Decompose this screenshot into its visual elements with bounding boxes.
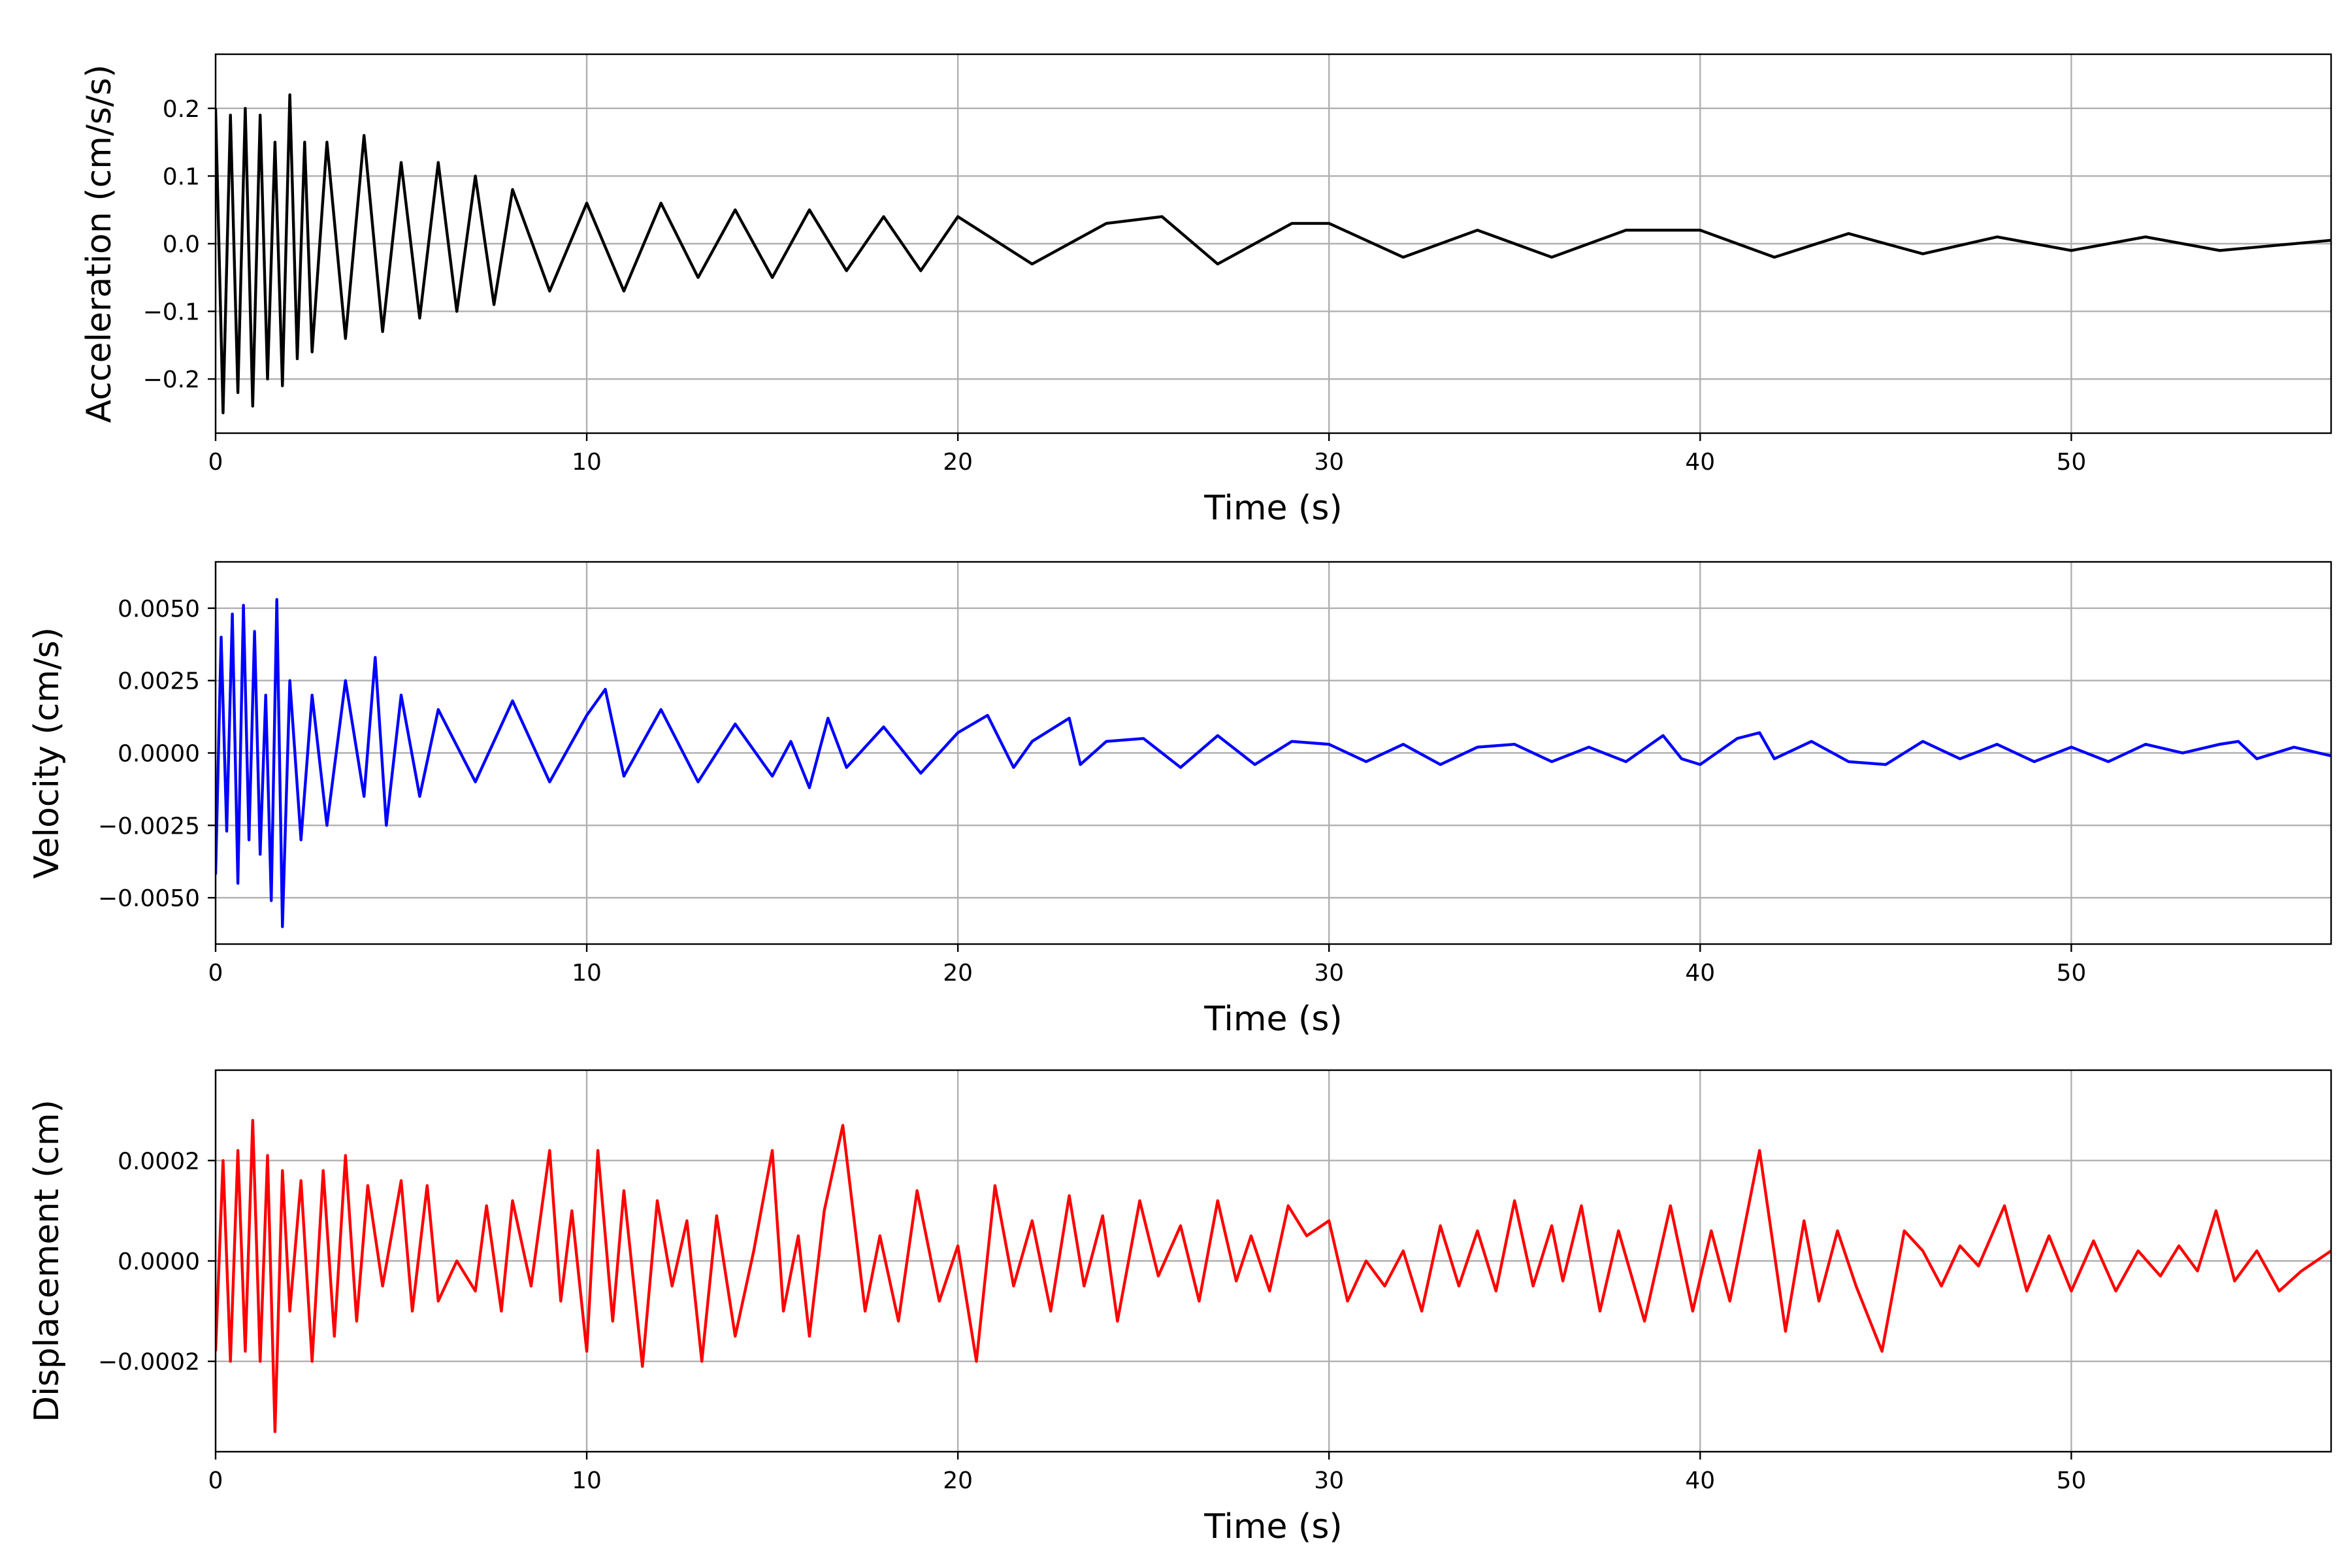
velocity-plot-area xyxy=(216,598,2331,928)
velocity-x-ticks: 0 10 20 30 40 50 xyxy=(208,944,2086,987)
velocity-y-tick-label-1: −0.0025 xyxy=(98,813,200,840)
velocity-y-tick-label-3: 0.0025 xyxy=(118,668,200,695)
displacement-x-tick-label-2: 20 xyxy=(943,1467,973,1494)
displacement-line xyxy=(216,1119,2331,1433)
velocity-y-axis-label: Velocity (cm/s) xyxy=(27,627,67,879)
acceleration-grid xyxy=(214,54,2331,433)
acceleration-x-tick-label-4: 40 xyxy=(1685,449,1715,476)
displacement-x-axis-label: Time (s) xyxy=(1203,1507,1342,1546)
velocity-x-axis-label: Time (s) xyxy=(1203,1000,1342,1039)
displacement-y-ticks: −0.0002 0.0000 0.0002 xyxy=(98,1148,216,1376)
displacement-panel: 0 10 20 30 40 50 −0.0002 0.0000 0.0002 Time (s)… xyxy=(27,1069,2332,1546)
acceleration-x-tick-label-5: 50 xyxy=(2056,449,2086,476)
displacement-grid xyxy=(214,1070,2331,1452)
acceleration-x-axis-label: Time (s) xyxy=(1203,489,1342,528)
acceleration-x-tick-label-0: 0 xyxy=(208,449,223,476)
acceleration-x-tick-label-1: 10 xyxy=(572,449,602,476)
acceleration-y-tick-label-4: 0.2 xyxy=(163,96,200,123)
acceleration-y-tick-label-3: 0.1 xyxy=(163,163,200,190)
acceleration-plot-area xyxy=(216,93,2331,415)
velocity-x-tick-label-3: 30 xyxy=(1314,960,1344,987)
acceleration-x-tick-label-3: 30 xyxy=(1314,449,1344,476)
acceleration-x-tick-label-2: 20 xyxy=(943,449,973,476)
velocity-x-tick-label-5: 50 xyxy=(2056,960,2086,987)
displacement-y-axis-label: Displacement (cm) xyxy=(27,1100,67,1422)
acceleration-line xyxy=(216,93,2331,415)
velocity-panel: 0 10 20 30 40 50 −0.0050 −0.0025 0.0000 0.0025 0.… xyxy=(27,561,2332,1039)
velocity-y-tick-label-4: 0.0050 xyxy=(118,596,200,623)
velocity-x-tick-label-1: 10 xyxy=(572,960,602,987)
acceleration-y-tick-label-1: −0.1 xyxy=(143,299,200,326)
displacement-x-ticks: 0 10 20 30 40 50 xyxy=(208,1452,2086,1494)
velocity-x-tick-label-4: 40 xyxy=(1685,960,1715,987)
velocity-x-tick-label-0: 0 xyxy=(208,960,223,987)
displacement-x-tick-label-1: 10 xyxy=(572,1467,602,1494)
acceleration-panel: 0 10 20 30 40 50 −0.2 −0.1 0.0 0.1 0.2 Time (s) A… xyxy=(80,53,2332,528)
velocity-grid xyxy=(214,562,2331,944)
acceleration-x-ticks: 0 10 20 30 40 50 xyxy=(208,433,2086,476)
displacement-y-tick-label-0: −0.0002 xyxy=(98,1349,200,1376)
acceleration-y-tick-label-0: −0.2 xyxy=(143,367,200,393)
acceleration-y-axis-label: Acceleration (cm/s/s) xyxy=(80,65,119,423)
displacement-x-tick-label-5: 50 xyxy=(2056,1467,2086,1494)
velocity-y-ticks: −0.0050 −0.0025 0.0000 0.0025 0.0050 xyxy=(98,596,216,912)
displacement-y-tick-label-1: 0.0000 xyxy=(118,1249,200,1275)
acceleration-y-tick-label-2: 0.0 xyxy=(163,231,200,258)
velocity-line xyxy=(216,598,2331,928)
displacement-plot-area xyxy=(216,1119,2331,1433)
displacement-x-tick-label-3: 30 xyxy=(1314,1467,1344,1494)
velocity-y-tick-label-0: −0.0050 xyxy=(98,885,200,912)
acceleration-y-ticks: −0.2 −0.1 0.0 0.1 0.2 xyxy=(143,96,216,393)
velocity-y-tick-label-2: 0.0000 xyxy=(118,741,200,768)
displacement-x-tick-label-4: 40 xyxy=(1685,1467,1715,1494)
displacement-y-tick-label-2: 0.0002 xyxy=(118,1148,200,1175)
velocity-x-tick-label-2: 20 xyxy=(943,960,973,987)
displacement-x-tick-label-0: 0 xyxy=(208,1467,223,1494)
